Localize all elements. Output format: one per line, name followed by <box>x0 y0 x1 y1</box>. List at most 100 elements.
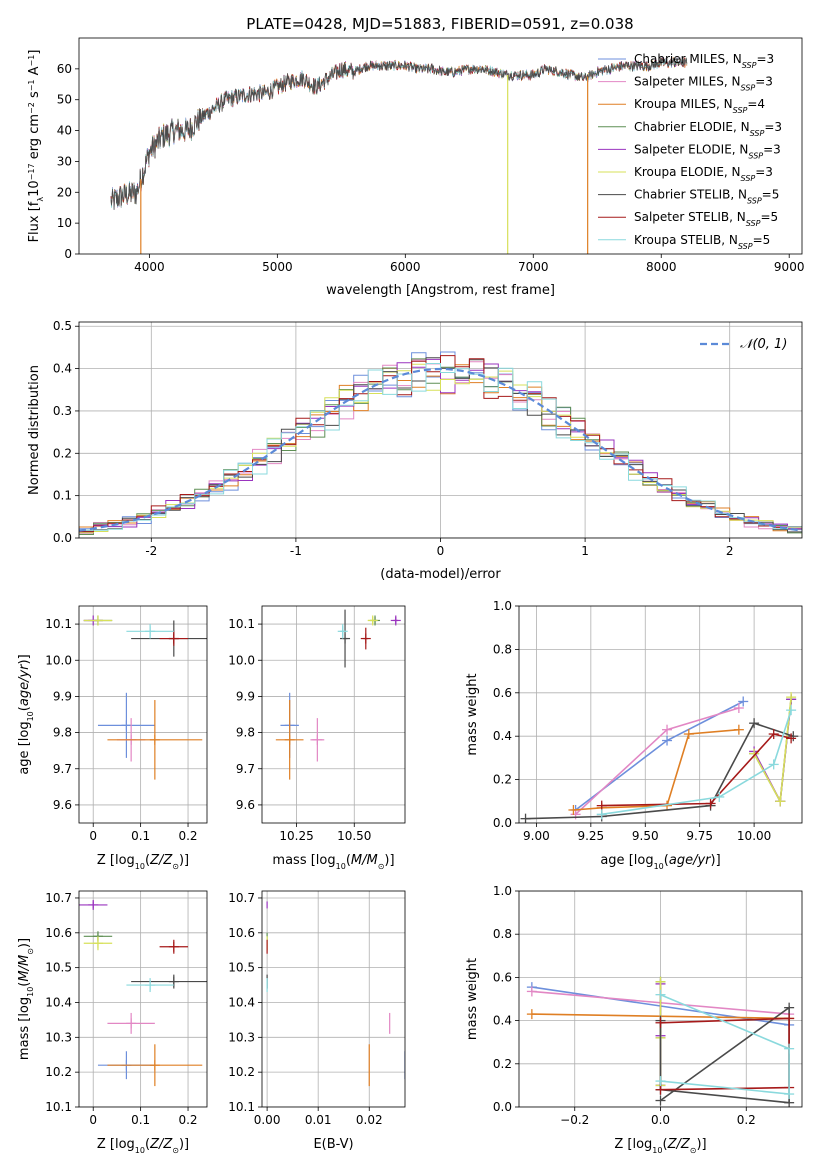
spectrum-line-chabrier-miles <box>110 57 688 208</box>
y-tick-label: 0.4 <box>493 1014 512 1028</box>
y-tick-label: 10.1 <box>45 617 72 631</box>
data-point <box>97 692 155 758</box>
y-tick-label: 10.1 <box>45 1100 72 1114</box>
weight-line <box>660 993 790 1095</box>
panel-weight-vs-Z: −0.2 0.0 0.2 0.0 0.2 0.4 0.6 0.8 1.0 Z [log10(Z/Z… <box>465 884 803 1155</box>
y-tick-label: 9.8 <box>236 726 255 740</box>
legend-label: Salpeter STELIB, NSSP=5 <box>634 210 778 228</box>
x-tick-label: 2 <box>726 544 734 558</box>
y-tick-label: 0.2 <box>493 1057 512 1071</box>
x-tick-label: 0.2 <box>178 829 197 843</box>
panel-age-vs-Z: 0 0.1 0.2 9.6 9.7 9.8 9.9 10.0 10.1 Z [log10(Z/Z⊙… <box>17 605 208 871</box>
panel-spectrum: 4000 5000 6000 7000 8000 9000 0 10 20 30 40 50 60 wav… <box>27 37 804 298</box>
y-axis-label: mass weight <box>465 958 480 1040</box>
y-tick-label: 0.8 <box>493 927 512 941</box>
y-tick-label: 10.2 <box>45 1065 72 1079</box>
y-tick-label: 1.0 <box>493 599 512 613</box>
x-tick-label: 0.1 <box>131 829 150 843</box>
plot-area <box>519 606 802 823</box>
y-tick-label: 9.9 <box>236 689 255 703</box>
y-tick-label: 0.0 <box>493 816 512 830</box>
y-tick-label: 10.4 <box>45 995 72 1009</box>
x-tick-label: 8000 <box>646 260 677 274</box>
panel-mass-vs-Z: 0 0.1 0.2 10.1 10.2 10.3 10.4 10.5 10.6 10.7 Z [lo… <box>17 890 208 1155</box>
axes-frame <box>261 605 406 824</box>
x-tick-label: 0.02 <box>356 1113 383 1127</box>
panel-weight-vs-age: 9.00 9.25 9.50 9.75 10.00 0.0 0.2 0.4 0.6 0.8 1.0 a… <box>465 599 803 871</box>
x-tick-label: 6000 <box>390 260 421 274</box>
legend: 𝒩(0, 1) <box>700 337 787 352</box>
y-tick-label: 10.6 <box>228 926 255 940</box>
axes-frame <box>78 37 803 255</box>
x-axis-label: E(B-V) <box>313 1137 353 1152</box>
x-tick-label: 0 <box>437 544 445 558</box>
y-tick-label: 0.4 <box>493 729 512 743</box>
y-tick-label: 0.6 <box>493 686 512 700</box>
legend: Chabrier MILES, NSSP=3 Salpeter MILES, NS… <box>598 52 782 250</box>
y-tick-label: 10.3 <box>228 1030 255 1044</box>
x-tick-label: -1 <box>290 544 302 558</box>
panel-residuals: -2 -1 0 1 2 0.0 0.1 0.2 0.3 0.4 0.5 (data-model)/er… <box>27 319 803 582</box>
weight-line <box>601 709 792 816</box>
weight-line <box>575 700 744 811</box>
y-tick-label: 40 <box>57 124 72 138</box>
spectrum-line-chabrier-stelib <box>110 57 688 210</box>
data-point <box>310 718 325 762</box>
x-tick-label: 9.75 <box>686 829 713 843</box>
spectrum-line-salpeter-miles <box>110 57 688 211</box>
y-axis-label: mass [log10(M/M⊙)] <box>17 938 35 1060</box>
legend-label: Salpeter MILES, NSSP=3 <box>634 75 773 93</box>
spectrum-line-kroupa-miles <box>110 56 688 208</box>
data-point <box>275 700 304 780</box>
figure-title: PLATE=0428, MJD=51883, FIBERID=0591, z=0… <box>246 15 633 33</box>
y-tick-label: 0.3 <box>53 404 72 418</box>
data-point <box>126 978 174 993</box>
y-tick-label: 10.4 <box>228 995 255 1009</box>
data-point <box>159 631 189 646</box>
y-tick-label: 9.7 <box>236 762 255 776</box>
spectrum-line-salpeter-elodie <box>110 56 688 210</box>
y-tick-label: 10.0 <box>228 653 255 667</box>
x-tick-label: 0.2 <box>178 1113 197 1127</box>
x-axis-label: Z [log10(Z/Z⊙)] <box>614 1137 706 1155</box>
x-tick-label: 10.25 <box>279 829 313 843</box>
legend-label: Kroupa ELODIE, NSSP=3 <box>634 165 773 183</box>
y-tick-label: 30 <box>57 154 72 168</box>
x-tick-label: 10.50 <box>337 829 371 843</box>
normal-reference-curve <box>79 367 802 532</box>
data-point <box>83 936 113 951</box>
y-tick-label: 1.0 <box>493 884 512 898</box>
legend-label: Salpeter ELODIE, NSSP=3 <box>634 142 781 160</box>
y-tick-label: 9.8 <box>53 726 72 740</box>
plot-area <box>519 891 802 1107</box>
x-tick-label: −0.2 <box>560 1113 589 1127</box>
legend-label: 𝒩(0, 1) <box>740 337 787 352</box>
data-point <box>337 624 348 639</box>
x-axis-label: mass [log10(M/M⊙)] <box>272 853 394 871</box>
y-tick-label: 0.4 <box>53 362 72 376</box>
y-tick-label: 10.1 <box>228 1100 255 1114</box>
x-axis-label: age [log10(age/yr)] <box>600 853 720 871</box>
y-axis-label: Normed distribution <box>27 365 42 495</box>
x-tick-label: 0.2 <box>737 1113 756 1127</box>
y-tick-label: 10.7 <box>228 891 255 905</box>
data-point <box>126 624 174 639</box>
x-tick-label: 0.0 <box>651 1113 670 1127</box>
data-point <box>159 939 189 954</box>
y-tick-label: 10.6 <box>45 926 72 940</box>
plot-area <box>110 56 688 254</box>
data-point <box>390 615 401 626</box>
x-tick-label: -2 <box>145 544 157 558</box>
x-tick-label: 4000 <box>134 260 165 274</box>
x-tick-label: 9.00 <box>523 829 550 843</box>
y-tick-label: 10.0 <box>45 653 72 667</box>
plot-area <box>79 891 207 1107</box>
data-point <box>107 1012 155 1034</box>
x-tick-label: 5000 <box>262 260 293 274</box>
data-point <box>79 899 108 910</box>
y-tick-label: 10.2 <box>228 1065 255 1079</box>
x-tick-label: 0 <box>89 1113 97 1127</box>
x-axis-label: wavelength [Angstrom, rest frame] <box>326 283 555 298</box>
y-tick-label: 9.6 <box>236 798 255 812</box>
axes-frame <box>78 890 208 1108</box>
